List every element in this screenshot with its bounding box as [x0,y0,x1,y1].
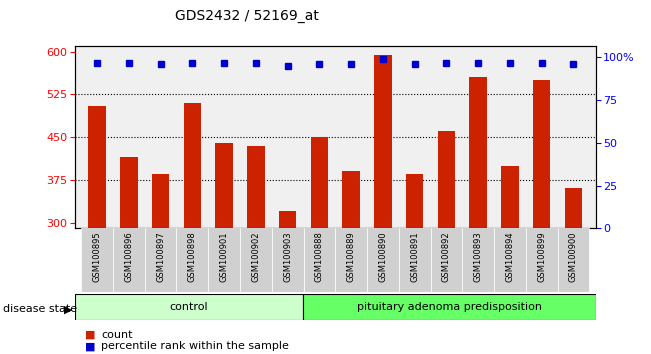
Bar [430,228,462,292]
Text: GSM100901: GSM100901 [219,232,229,282]
Bar [367,228,399,292]
Text: GSM100889: GSM100889 [346,232,355,282]
Text: pituitary adenoma predisposition: pituitary adenoma predisposition [357,302,542,312]
Text: ■: ■ [85,330,95,339]
Bar [145,228,176,292]
Bar [215,143,233,354]
Bar [564,188,582,354]
Bar [240,228,271,292]
Bar [399,228,430,292]
Text: GDS2432 / 52169_at: GDS2432 / 52169_at [175,9,320,23]
Text: GSM100902: GSM100902 [251,232,260,282]
Bar [526,228,557,292]
Bar [208,228,240,292]
Text: GSM100894: GSM100894 [505,232,514,282]
Bar [120,157,137,354]
Text: GSM100890: GSM100890 [378,232,387,282]
Text: count: count [101,330,132,339]
Text: GSM100899: GSM100899 [537,232,546,282]
Bar [247,146,264,354]
Bar [501,166,519,354]
Text: percentile rank within the sample: percentile rank within the sample [101,341,289,351]
Bar [184,103,201,354]
Bar [152,174,169,354]
Text: GSM100900: GSM100900 [569,232,578,282]
Text: GSM100891: GSM100891 [410,232,419,282]
Text: GSM100893: GSM100893 [474,232,482,282]
Bar [271,228,303,292]
Bar [81,228,113,292]
Bar [494,228,526,292]
Bar [533,80,550,354]
Text: GSM100897: GSM100897 [156,232,165,282]
Bar [279,211,296,354]
Text: GSM100903: GSM100903 [283,232,292,282]
Bar [303,294,596,320]
Bar [335,228,367,292]
Bar [176,228,208,292]
Bar [75,294,303,320]
Bar [406,174,423,354]
Bar [303,228,335,292]
Bar [374,55,392,354]
Text: GSM100892: GSM100892 [442,232,451,282]
Bar [437,131,455,354]
Text: GSM100888: GSM100888 [315,232,324,282]
Bar [342,171,360,354]
Bar [113,228,145,292]
Bar [311,137,328,354]
Text: GSM100895: GSM100895 [92,232,102,282]
Text: GSM100896: GSM100896 [124,232,133,282]
Bar [89,106,106,354]
Text: disease state: disease state [3,304,77,314]
Bar [557,228,589,292]
Text: GSM100898: GSM100898 [188,232,197,282]
Text: control: control [169,302,208,312]
Bar [469,78,487,354]
Text: ■: ■ [85,341,95,351]
Bar [462,228,494,292]
Text: ▶: ▶ [64,304,72,314]
